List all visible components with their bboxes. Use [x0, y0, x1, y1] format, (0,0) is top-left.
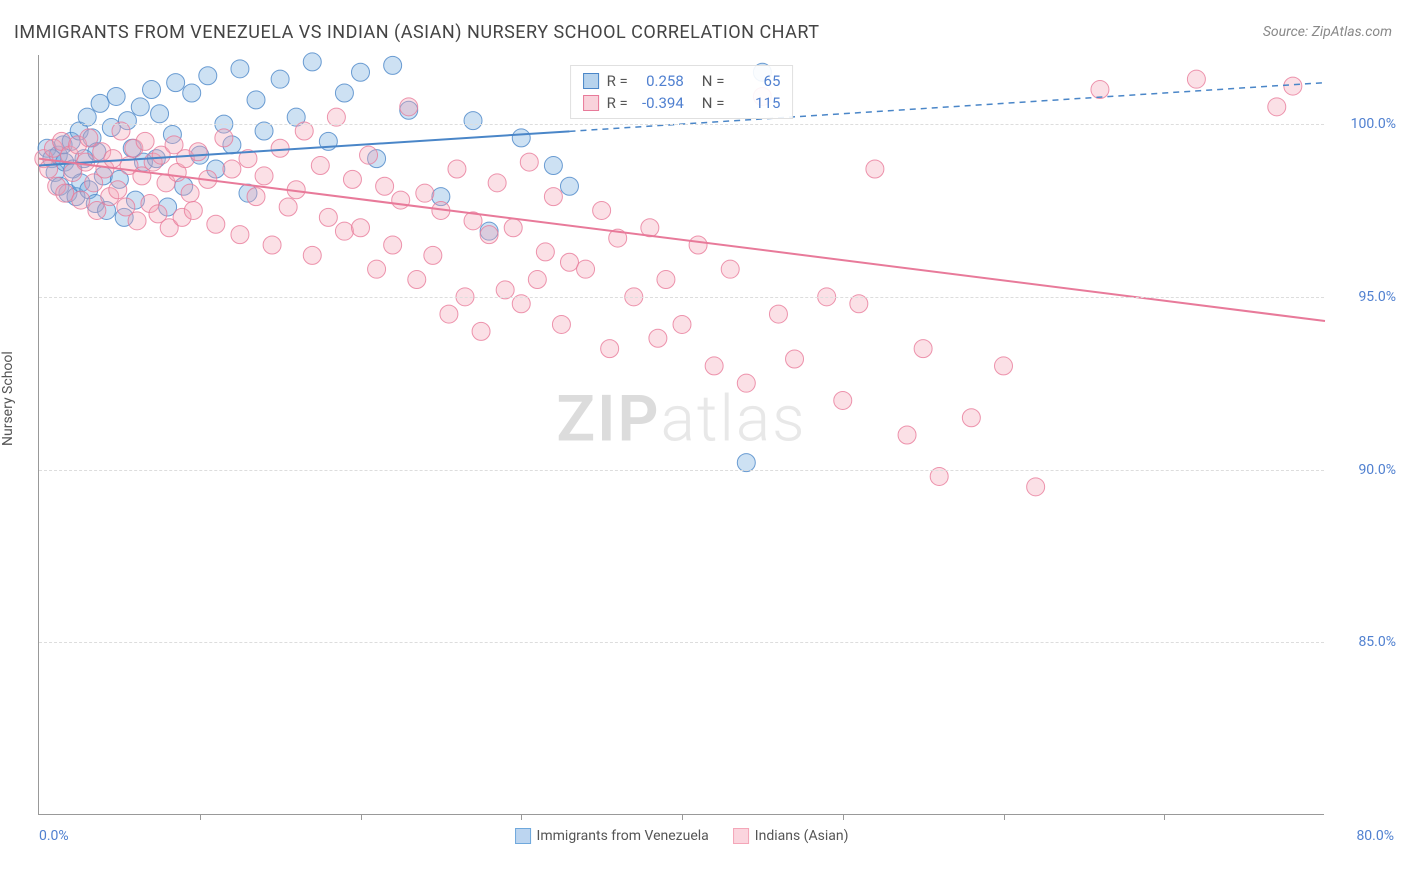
x-tick	[682, 814, 683, 820]
legend-label: Indians (Asian)	[755, 828, 849, 844]
plot-area: ZIPatlas R = 0.258 N = 65 R = -0.394 N =…	[38, 55, 1324, 815]
x-tick	[1164, 814, 1165, 820]
gridline	[39, 642, 1324, 643]
swatch-series-0	[583, 73, 599, 89]
x-tick	[843, 814, 844, 820]
legend-label: Immigrants from Venezuela	[537, 828, 709, 844]
y-tick-label: 90.0%	[1358, 462, 1396, 478]
stats-row-series-0: R = 0.258 N = 65	[583, 70, 781, 92]
r-label: R =	[607, 72, 628, 90]
legend-item: Indians (Asian)	[733, 828, 849, 844]
x-tick	[361, 814, 362, 820]
x-tick	[521, 814, 522, 820]
chart-title: IMMIGRANTS FROM VENEZUELA VS INDIAN (ASI…	[14, 22, 820, 43]
x-tick	[1004, 814, 1005, 820]
r-value-0: 0.258	[636, 72, 684, 90]
x-axis-min-label: 0.0%	[39, 828, 69, 844]
n-label: N =	[702, 72, 725, 90]
swatch-series-1	[583, 95, 599, 111]
correlation-stats-box: R = 0.258 N = 65 R = -0.394 N = 115	[570, 65, 794, 119]
legend-swatch	[733, 828, 749, 844]
gridline	[39, 470, 1324, 471]
chart-svg	[39, 55, 1324, 814]
n-value-1: 115	[732, 94, 780, 112]
y-axis-label: Nursery School	[0, 351, 16, 446]
y-tick-label: 95.0%	[1358, 289, 1396, 305]
y-tick-label: 85.0%	[1358, 634, 1396, 650]
gridline	[39, 124, 1324, 125]
legend-item: Immigrants from Venezuela	[515, 828, 709, 844]
legend-bottom: Immigrants from Venezuela Indians (Asian)	[515, 828, 849, 844]
source-attribution: Source: ZipAtlas.com	[1263, 24, 1392, 40]
x-axis-max-label: 80.0%	[1356, 828, 1394, 844]
r-value-1: -0.394	[636, 94, 684, 112]
r-label: R =	[607, 94, 628, 112]
y-tick-label: 100.0%	[1351, 116, 1396, 132]
legend-swatch	[515, 828, 531, 844]
stats-row-series-1: R = -0.394 N = 115	[583, 92, 781, 114]
n-label: N =	[702, 94, 725, 112]
x-tick	[200, 814, 201, 820]
n-value-0: 65	[732, 72, 780, 90]
gridline	[39, 297, 1324, 298]
